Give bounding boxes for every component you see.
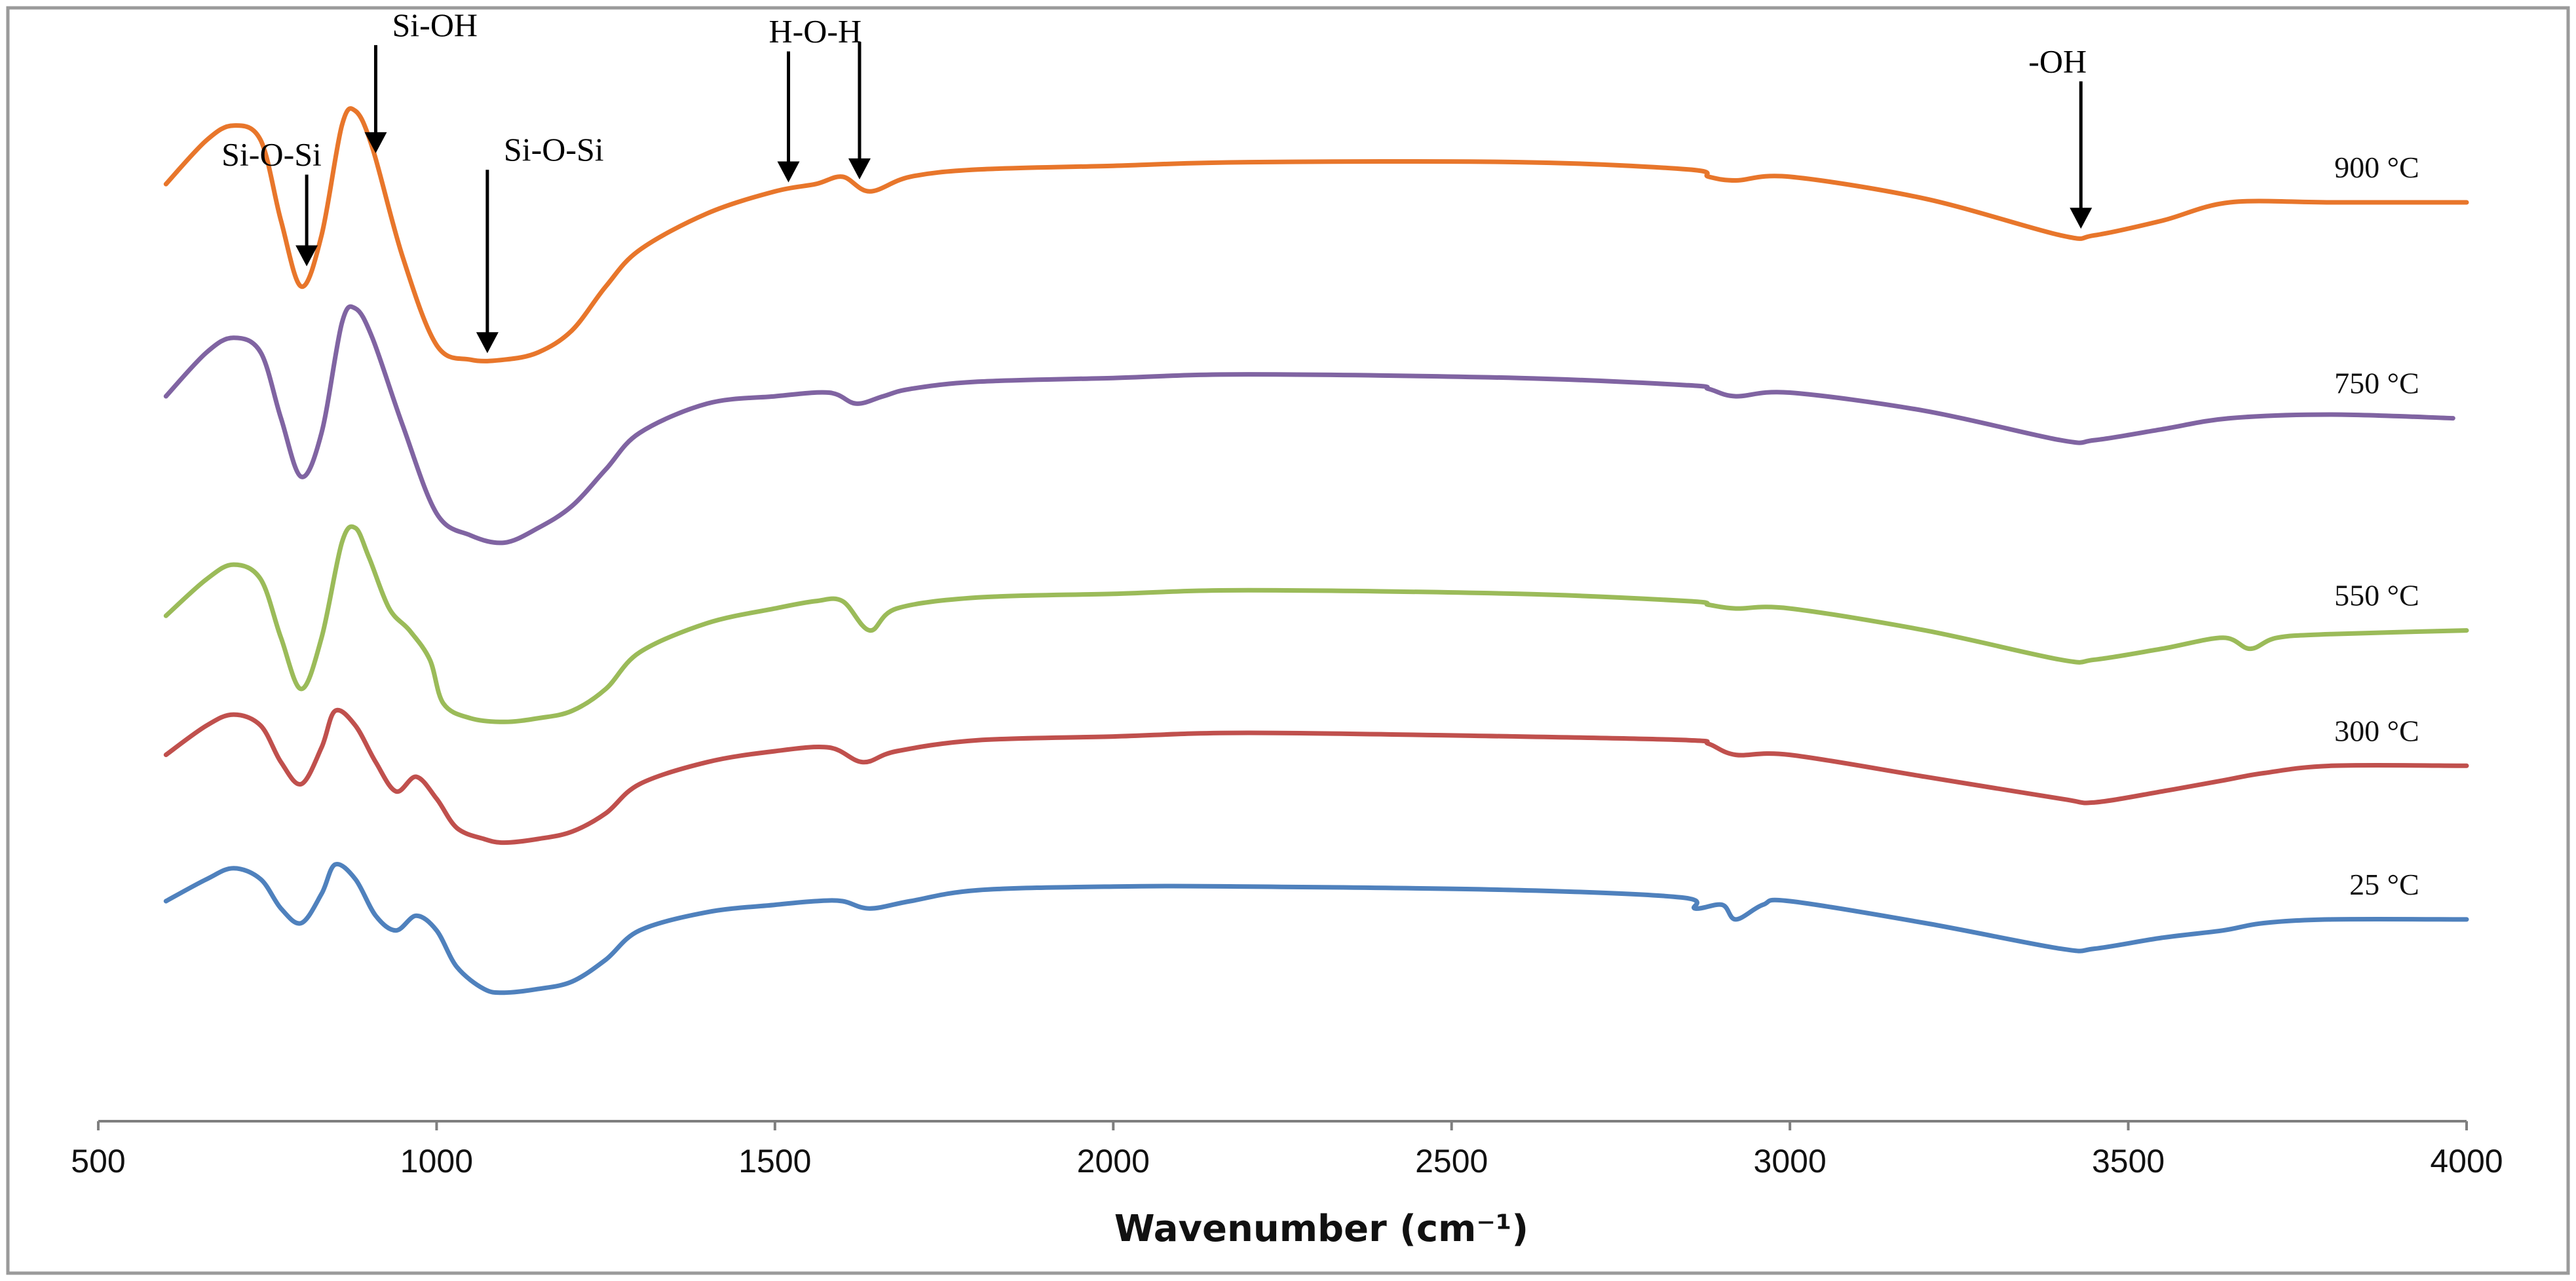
series-line-550c — [163, 524, 2469, 724]
annotation-label: H-O-H — [769, 13, 862, 50]
annotation-arrowhead — [2070, 208, 2093, 229]
x-tick-label: 2000 — [1077, 1143, 1150, 1179]
x-tick-label: 500 — [71, 1143, 125, 1179]
x-tick-label: 1000 — [400, 1143, 473, 1179]
annotation-arrowhead — [848, 158, 871, 179]
series-label: 900 °C — [2334, 151, 2419, 184]
series-line-900c — [163, 106, 2469, 363]
annotation-arrowhead — [476, 332, 499, 354]
series-line-300c — [163, 707, 2469, 845]
series-label: 25 °C — [2349, 868, 2419, 901]
annotation-label: Si-OH — [392, 7, 478, 43]
x-tick-label: 1500 — [738, 1143, 811, 1179]
series-line-25c — [163, 862, 2469, 995]
series-line-750c — [163, 304, 2455, 546]
annotation-arrowhead — [295, 245, 318, 267]
series-label: 750 °C — [2334, 367, 2419, 400]
annotation-label: Si-O-Si — [221, 136, 322, 173]
x-tick-label: 4000 — [2430, 1143, 2503, 1179]
outer-border — [6, 6, 2570, 1275]
x-tick-label: 3000 — [1754, 1143, 1827, 1179]
annotation-arrowhead — [364, 132, 387, 153]
x-tick-label: 3500 — [2092, 1143, 2165, 1179]
annotation-arrowhead — [777, 161, 800, 183]
x-axis-ticks: 500 1000 1500 2000 2500 3000 3500 4000 — [71, 1121, 2503, 1179]
annotation-layer: Si-O-Si Si-OH Si-O-Si H-O-H -OH — [221, 7, 2093, 354]
series-layer — [163, 106, 2469, 995]
annotation-label: -OH — [2028, 43, 2087, 79]
annotation-label: Si-O-Si — [504, 131, 604, 168]
x-axis-title: Wavenumber (cm⁻¹) — [1114, 1208, 1528, 1250]
series-label: 300 °C — [2334, 714, 2419, 747]
series-label-layer: 900 °C 750 °C 550 °C 300 °C 25 °C — [2334, 151, 2419, 901]
x-tick-label: 2500 — [1415, 1143, 1488, 1179]
series-label: 550 °C — [2334, 579, 2419, 612]
